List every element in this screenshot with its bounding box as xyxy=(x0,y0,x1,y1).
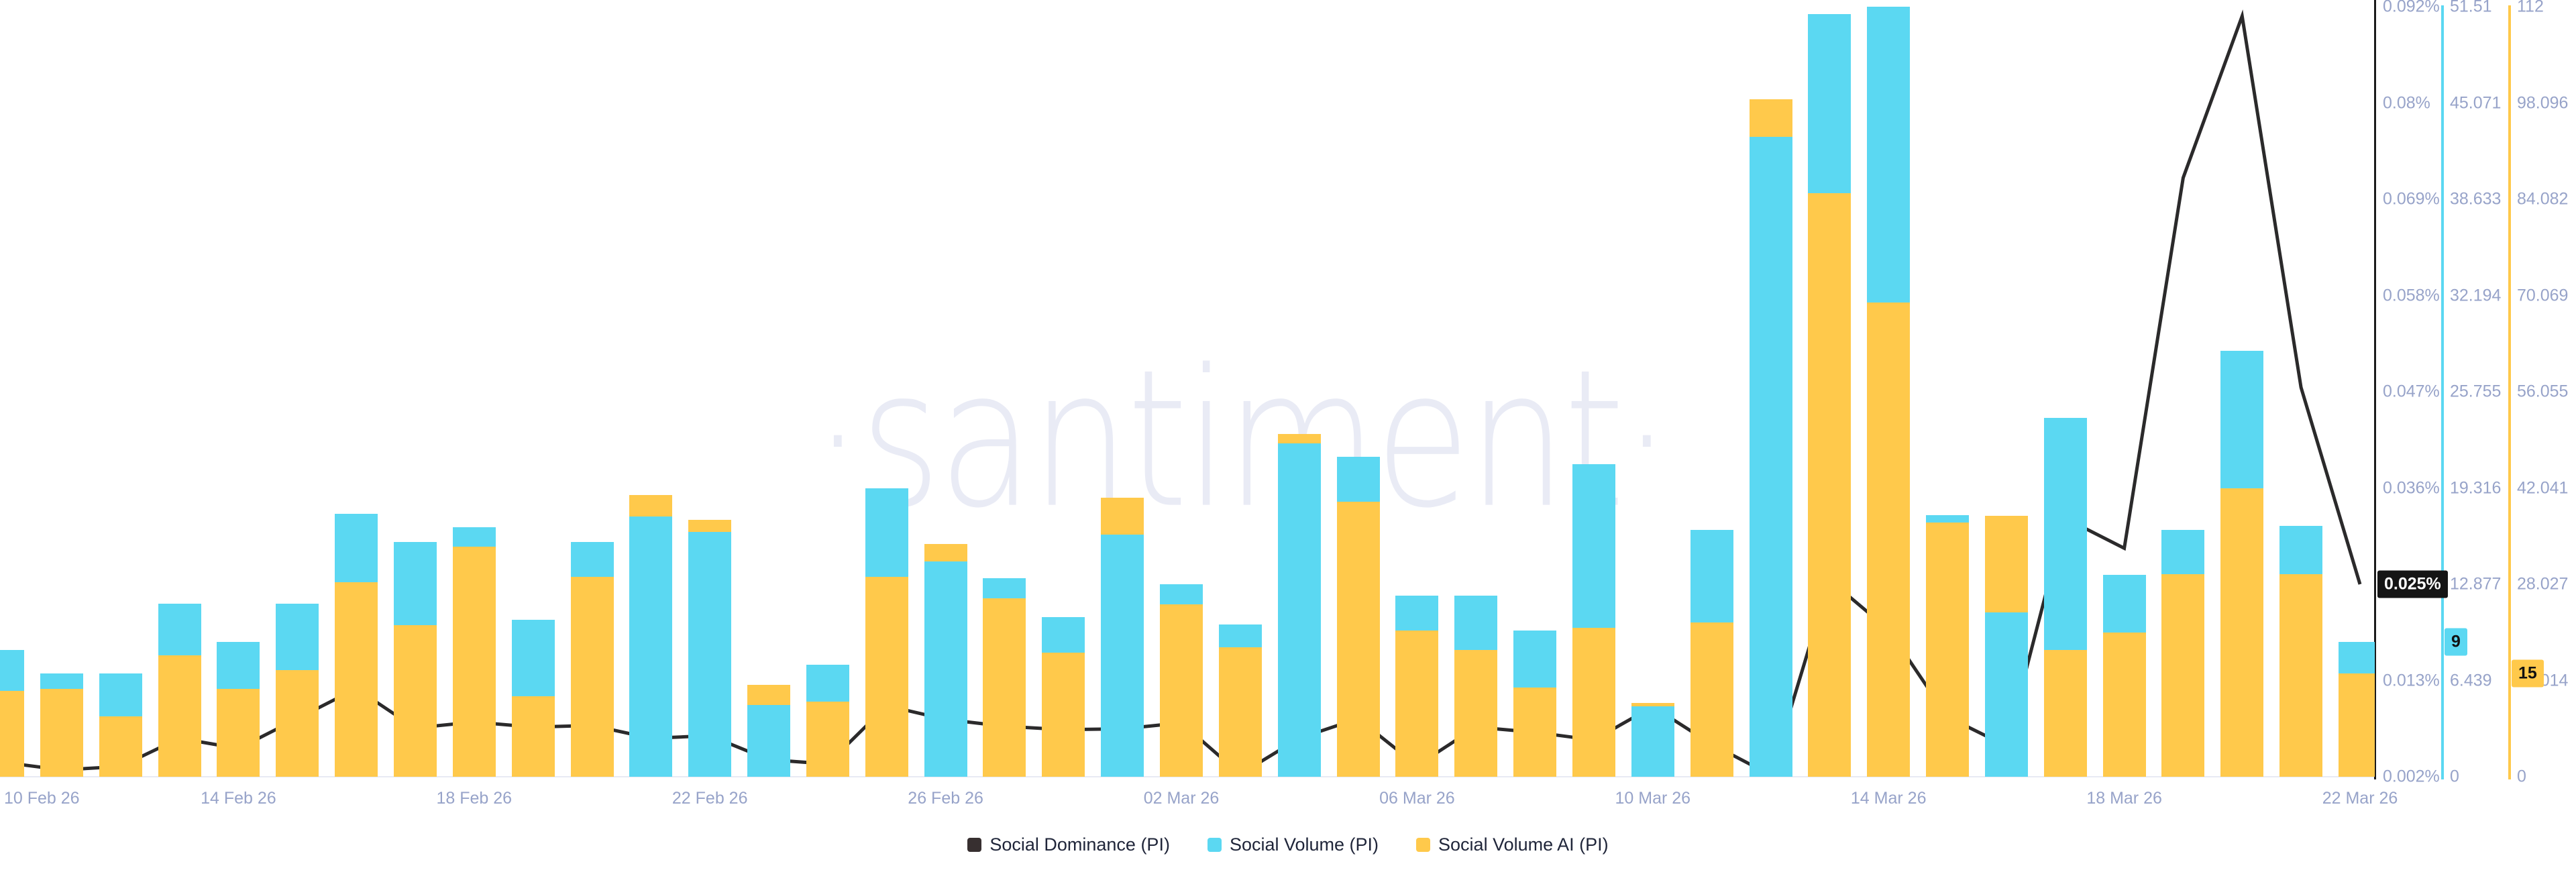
social-volume-ai-bar[interactable] xyxy=(1336,502,1380,777)
social-volume-ai-bar[interactable] xyxy=(2279,574,2323,777)
volume-ai-tick-label: 70.069 xyxy=(2517,286,2569,305)
legend-label: Social Volume AI (PI) xyxy=(1438,834,1609,855)
social-volume-ai-bar[interactable] xyxy=(983,598,1026,777)
volume-tick-label: 0 xyxy=(2450,767,2459,786)
volume-ai-tick-label: 0 xyxy=(2517,767,2526,786)
legend-swatch-volume xyxy=(1207,838,1222,852)
x-tick-label: 18 Feb 26 xyxy=(436,789,513,808)
x-tick-label: 22 Feb 26 xyxy=(672,789,748,808)
social-volume-bar[interactable] xyxy=(1277,443,1321,777)
x-tick-label: 06 Mar 26 xyxy=(1379,789,1455,808)
dominance-tick-label: 0.069% xyxy=(2383,189,2440,209)
dominance-tick-label: 0.08% xyxy=(2383,93,2430,112)
social-volume-ai-bar[interactable] xyxy=(1867,303,1911,777)
volume-tick-label: 19.316 xyxy=(2450,478,2502,497)
social-volume-ai-bar[interactable] xyxy=(1395,630,1439,777)
social-volume-ai-bar[interactable] xyxy=(1926,523,1969,777)
volume-tick-label: 6.439 xyxy=(2450,671,2492,690)
volume-ai-axis-line xyxy=(2508,5,2511,779)
social-volume-ai-bar[interactable] xyxy=(393,624,437,777)
legend-label: Social Volume (PI) xyxy=(1229,834,1379,855)
social-volume-ai-bar[interactable] xyxy=(99,716,142,777)
legend-label: Social Dominance (PI) xyxy=(989,834,1170,855)
volume-ai-tick-label: 28.027 xyxy=(2517,574,2569,594)
dominance-tick-label: 0.036% xyxy=(2383,478,2440,497)
social-volume-ai-bar[interactable] xyxy=(511,696,555,777)
social-volume-bar[interactable] xyxy=(747,705,790,777)
social-volume-bar[interactable] xyxy=(1631,706,1674,777)
legend-item-social-dominance[interactable]: Social Dominance (PI) xyxy=(967,834,1170,855)
social-volume-ai-bar[interactable] xyxy=(158,655,201,777)
volume-tick-label: 32.194 xyxy=(2450,286,2502,305)
dominance-tick-label: 0.002% xyxy=(2383,767,2440,786)
chart-plot-area[interactable] xyxy=(0,0,2375,872)
social-volume-ai-bar[interactable] xyxy=(1042,652,1085,777)
x-tick-label: 14 Feb 26 xyxy=(201,789,276,808)
dominance-tick-label: 0.047% xyxy=(2383,382,2440,401)
volume-ai-tick-label: 98.096 xyxy=(2517,93,2569,112)
social-volume-bar[interactable] xyxy=(688,531,732,777)
social-volume-ai-bar[interactable] xyxy=(335,582,378,777)
social-volume-ai-bar[interactable] xyxy=(1513,687,1557,777)
social-volume-ai-bar[interactable] xyxy=(2043,649,2087,777)
social-volume-bar[interactable] xyxy=(924,561,967,777)
social-volume-bar[interactable] xyxy=(629,516,673,777)
volume-ai-current-value-badge: 15 xyxy=(2512,659,2544,688)
x-tick-label: 02 Mar 26 xyxy=(1143,789,1220,808)
social-volume-ai-bar[interactable] xyxy=(2220,488,2264,777)
x-axis-baseline xyxy=(0,776,2375,777)
volume-tick-label: 51.51 xyxy=(2450,0,2492,16)
volume-tick-label: 25.755 xyxy=(2450,382,2502,401)
volume-tick-label: 45.071 xyxy=(2450,93,2502,112)
x-tick-label: 18 Mar 26 xyxy=(2086,789,2162,808)
volume-ai-tick-label: 84.082 xyxy=(2517,189,2569,209)
social-volume-ai-bar[interactable] xyxy=(1572,627,1615,777)
dominance-tick-label: 0.092% xyxy=(2383,0,2440,16)
social-volume-bar[interactable] xyxy=(1984,612,2028,777)
social-volume-bar[interactable] xyxy=(1101,535,1144,777)
legend-item-social-volume-ai[interactable]: Social Volume AI (PI) xyxy=(1416,834,1609,855)
social-volume-ai-bar[interactable] xyxy=(2102,633,2146,777)
volume-ai-tick-label: 112 xyxy=(2517,0,2544,16)
social-volume-ai-bar[interactable] xyxy=(1808,193,1851,777)
social-volume-ai-bar[interactable] xyxy=(276,670,319,777)
social-volume-ai-bar[interactable] xyxy=(217,688,260,777)
social-volume-ai-bar[interactable] xyxy=(1218,647,1262,777)
x-tick-label: 26 Feb 26 xyxy=(908,789,983,808)
x-tick-label: 14 Mar 26 xyxy=(1850,789,1927,808)
volume-ai-tick-label: 56.055 xyxy=(2517,382,2569,401)
social-volume-ai-bar[interactable] xyxy=(1160,604,1203,777)
volume-ai-tick-label: 42.041 xyxy=(2517,478,2569,497)
social-volume-ai-bar[interactable] xyxy=(0,691,24,777)
x-tick-label: 10 Feb 26 xyxy=(4,789,80,808)
dominance-tick-label: 0.058% xyxy=(2383,286,2440,305)
dominance-tick-label: 0.013% xyxy=(2383,671,2440,690)
legend-swatch-dominance xyxy=(967,838,982,852)
volume-axis-line xyxy=(2441,5,2444,779)
x-tick-label: 10 Mar 26 xyxy=(1615,789,1691,808)
social-volume-ai-bar[interactable] xyxy=(1690,622,1733,777)
social-volume-ai-bar[interactable] xyxy=(806,702,849,777)
social-volume-ai-bar[interactable] xyxy=(2339,673,2375,777)
dominance-axis-line xyxy=(2374,0,2376,779)
legend-swatch-volume-ai xyxy=(1416,838,1431,852)
dominance-current-value-badge: 0.025% xyxy=(2377,570,2448,598)
social-volume-ai-bar[interactable] xyxy=(2161,574,2205,777)
volume-current-value-badge: 9 xyxy=(2445,628,2467,656)
volume-tick-label: 38.633 xyxy=(2450,189,2502,209)
social-volume-ai-bar[interactable] xyxy=(452,547,496,777)
legend-item-social-volume[interactable]: Social Volume (PI) xyxy=(1207,834,1379,855)
x-tick-label: 22 Mar 26 xyxy=(2322,789,2398,808)
volume-tick-label: 12.877 xyxy=(2450,574,2502,594)
social-volume-ai-bar[interactable] xyxy=(1454,649,1498,777)
social-volume-bar[interactable] xyxy=(1749,137,1792,777)
social-volume-ai-bar[interactable] xyxy=(865,577,908,777)
chart-legend: Social Dominance (PI) Social Volume (PI)… xyxy=(0,834,2576,855)
social-volume-ai-bar[interactable] xyxy=(40,688,83,777)
social-volume-ai-bar[interactable] xyxy=(570,577,614,777)
